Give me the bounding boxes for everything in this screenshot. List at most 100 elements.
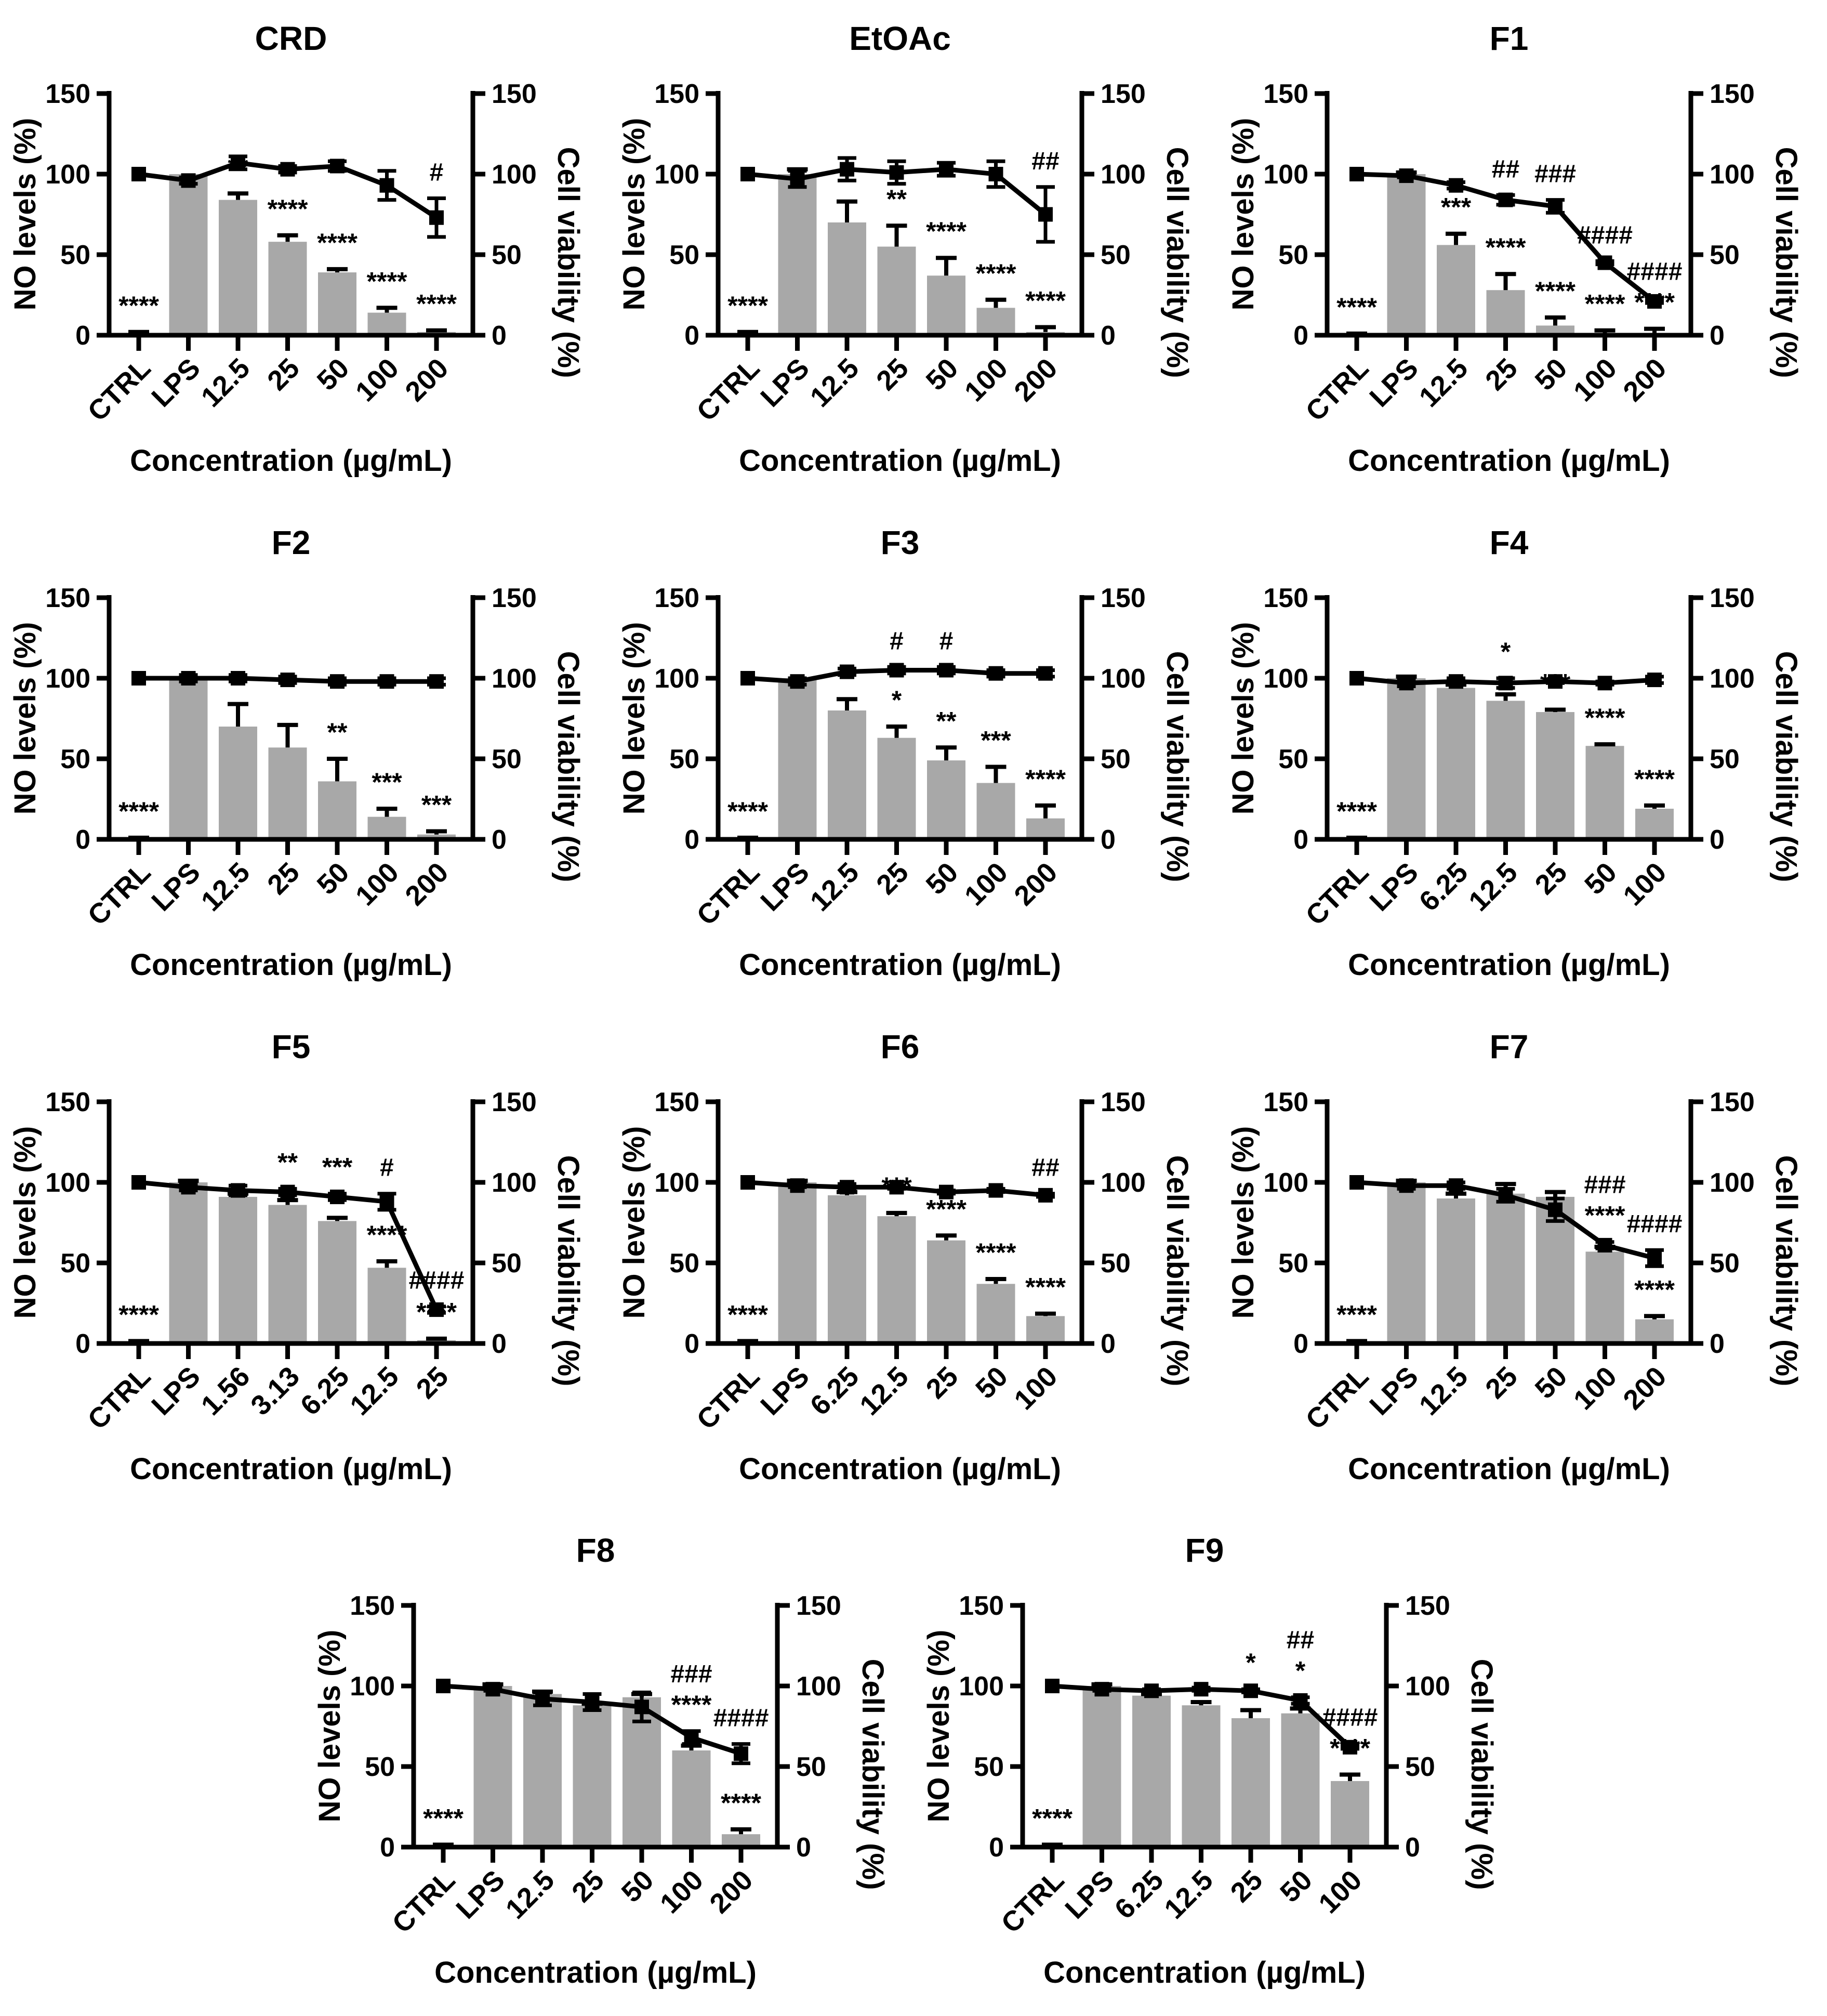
right-tick-label: 0 bbox=[1405, 1833, 1420, 1863]
right-tick-label: 150 bbox=[1405, 1591, 1450, 1621]
bar-F3-100 bbox=[976, 783, 1015, 839]
x-axis-label: Concentration (µg/mL) bbox=[1348, 1452, 1670, 1486]
right-y-axis-label: Cell viability (%) bbox=[1769, 147, 1803, 378]
left-tick-label: 150 bbox=[45, 1087, 90, 1117]
line-marker bbox=[181, 671, 196, 686]
category-label: 25 bbox=[1529, 857, 1573, 901]
star-annotation: **** bbox=[1486, 233, 1526, 262]
panel-title: F4 bbox=[1490, 524, 1529, 561]
x-axis-label: Concentration (µg/mL) bbox=[130, 444, 452, 478]
panel-f9: **** * * ## **** #### 0 0 50 50 100 100 150 150 CTRL LP… bbox=[914, 1512, 1522, 2016]
chart-f1: ***********##****###****####****####0 050… bbox=[1226, 20, 1803, 478]
star-annotation: **** bbox=[416, 289, 457, 319]
right-y-axis-label: Cell viability (%) bbox=[551, 147, 585, 378]
left-y-axis-label: NO levels (%) bbox=[1226, 1126, 1260, 1319]
hash-annotation: ## bbox=[1492, 155, 1519, 183]
panel-f6: **** *** **** **** **** ## 0 0 50 50 100 100 150 150 C… bbox=[609, 1008, 1218, 1512]
star-annotation: *** bbox=[1540, 668, 1571, 697]
right-tick-label: 50 bbox=[492, 744, 522, 774]
category-label: 12.5 bbox=[1158, 1864, 1219, 1925]
left-tick-label: 0 bbox=[989, 1833, 1004, 1863]
category-label: 12.5 bbox=[195, 857, 256, 917]
line-marker bbox=[1349, 1175, 1364, 1190]
category-label: LPS bbox=[754, 1361, 815, 1421]
line-marker bbox=[1597, 1237, 1612, 1253]
line-marker bbox=[840, 664, 854, 679]
bar-F1-12.5 bbox=[1437, 245, 1475, 335]
star-annotation: **** bbox=[976, 259, 1016, 288]
category-label: CTRL bbox=[691, 857, 765, 931]
category-label: 200 bbox=[1008, 352, 1063, 407]
right-y-axis-label: Cell viability (%) bbox=[551, 651, 585, 882]
hash-annotation: #### bbox=[1577, 221, 1633, 249]
star-annotation: * bbox=[1246, 1648, 1256, 1677]
line-marker bbox=[1038, 207, 1053, 222]
right-tick-label: 50 bbox=[1101, 744, 1131, 774]
right-tick-label: 100 bbox=[492, 664, 537, 694]
bar-EtOAc-25 bbox=[877, 246, 916, 335]
line-marker bbox=[988, 666, 1003, 681]
bar-F4-100 bbox=[1635, 809, 1674, 839]
left-tick-label: 50 bbox=[974, 1752, 1004, 1782]
right-tick-label: 100 bbox=[1101, 160, 1146, 190]
right-tick-label: 50 bbox=[1710, 240, 1740, 270]
hash-annotation: # bbox=[890, 627, 904, 655]
x-axis-label: Concentration (µg/mL) bbox=[434, 1956, 757, 1989]
left-tick-label: 150 bbox=[959, 1591, 1004, 1621]
category-label: 50 bbox=[920, 857, 964, 901]
category-label: 100 bbox=[1568, 352, 1623, 407]
left-tick-label: 100 bbox=[350, 1671, 395, 1702]
left-tick-label: 0 bbox=[1293, 825, 1308, 855]
panel-etoac: **** ** **** **** **** ## 0 0 50 50 100 100 150 150 CT… bbox=[609, 0, 1218, 504]
hash-annotation: ### bbox=[670, 1661, 712, 1688]
star-annotation: ** bbox=[886, 185, 907, 214]
x-axis-label: Concentration (µg/mL) bbox=[1348, 948, 1670, 982]
line-marker bbox=[181, 1180, 196, 1195]
star-annotation: **** bbox=[423, 1803, 464, 1833]
category-label: LPS bbox=[145, 857, 206, 917]
star-annotation: **** bbox=[1025, 765, 1066, 794]
star-annotation: **** bbox=[1634, 288, 1675, 317]
left-tick-label: 0 bbox=[75, 1329, 90, 1359]
line-marker bbox=[1399, 1178, 1414, 1193]
left-tick-label: 100 bbox=[45, 664, 90, 694]
line-marker bbox=[1449, 674, 1463, 689]
bar-F5-6.25 bbox=[318, 1221, 356, 1343]
bar-F6-6.25 bbox=[828, 1195, 866, 1343]
bar-F3-12.5 bbox=[828, 710, 866, 839]
bar-F4-6.25 bbox=[1437, 688, 1475, 839]
category-label: 200 bbox=[1617, 1361, 1672, 1416]
bar-F9-100 bbox=[1331, 1781, 1369, 1847]
line-marker bbox=[1498, 676, 1513, 691]
left-tick-label: 150 bbox=[1263, 79, 1308, 109]
line-marker bbox=[1449, 1178, 1463, 1193]
star-annotation: *** bbox=[881, 1172, 912, 1201]
star-annotation: **** bbox=[1585, 1201, 1625, 1230]
line-marker bbox=[330, 159, 345, 174]
line-marker bbox=[1343, 1740, 1357, 1755]
left-tick-label: 50 bbox=[669, 744, 699, 774]
line-marker bbox=[790, 1178, 805, 1193]
category-label: 50 bbox=[311, 352, 355, 397]
category-label: 12.5 bbox=[1413, 1361, 1474, 1421]
right-tick-label: 150 bbox=[492, 1087, 537, 1117]
star-annotation: **** bbox=[367, 267, 407, 296]
line-marker bbox=[379, 178, 394, 193]
left-tick-label: 100 bbox=[45, 1168, 90, 1198]
star-annotation: **** bbox=[317, 228, 358, 257]
category-label: 50 bbox=[616, 1864, 660, 1908]
category-label: 12.5 bbox=[500, 1864, 561, 1925]
left-tick-label: 0 bbox=[380, 1833, 395, 1863]
left-y-axis-label: NO levels (%) bbox=[313, 1630, 347, 1823]
bar-F3-200 bbox=[1026, 818, 1065, 839]
hash-annotation: #### bbox=[1627, 1210, 1683, 1238]
category-label: 100 bbox=[1617, 857, 1672, 912]
bar-CRD-100 bbox=[367, 312, 406, 335]
x-axis-label: Concentration (µg/mL) bbox=[739, 1452, 1061, 1486]
category-label: 100 bbox=[1568, 1361, 1623, 1416]
line-marker bbox=[889, 165, 904, 180]
line-marker bbox=[585, 1695, 600, 1709]
left-tick-label: 50 bbox=[1278, 240, 1308, 270]
right-tick-label: 100 bbox=[1710, 160, 1755, 190]
